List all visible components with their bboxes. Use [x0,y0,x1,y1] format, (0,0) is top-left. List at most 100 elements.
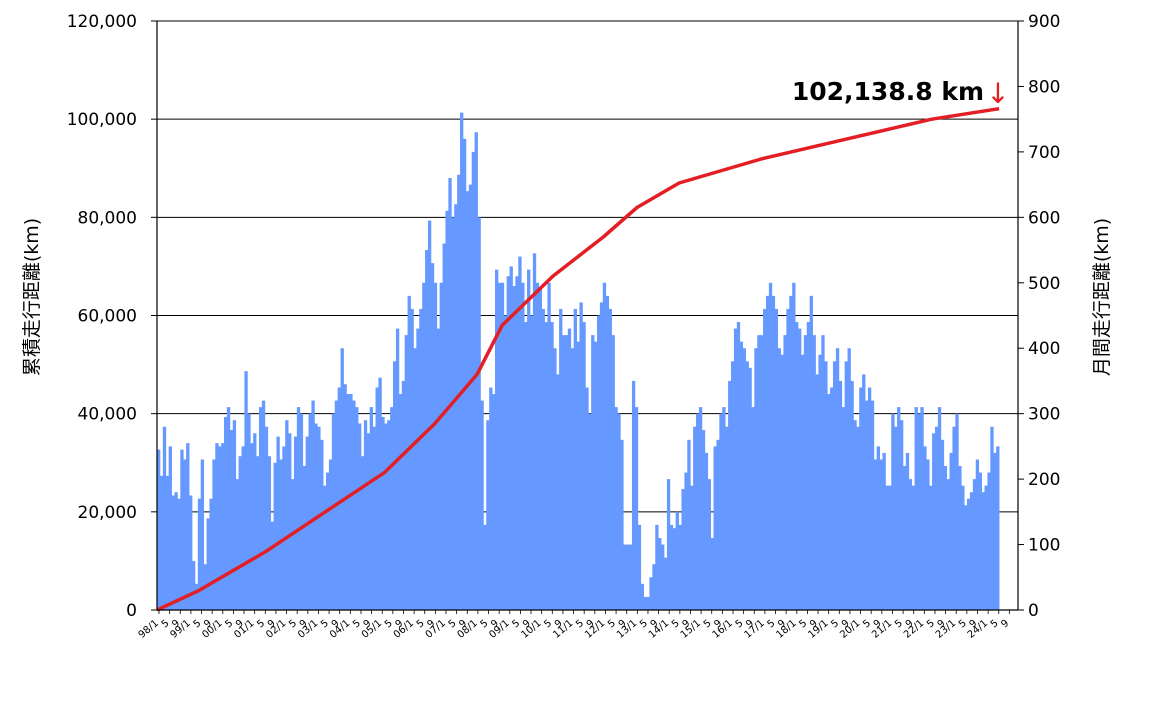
x-tick-label: 9 [202,618,214,631]
monthly-distance-bar [390,407,394,610]
monthly-distance-bar [675,511,679,610]
monthly-distance-bar [509,266,513,610]
monthly-distance-bar [701,430,706,610]
cumulative-distance-line [156,106,1000,612]
monthly-distance-bar [806,322,811,610]
monthly-distance-bar [573,308,577,610]
monthly-distance-bar [780,354,784,610]
monthly-distance-bar [296,407,301,610]
monthly-distance-bar [360,456,365,610]
x-tick-label: 9 [266,618,278,631]
monthly-distance-bar [821,335,825,610]
monthly-distance-bar [704,452,709,610]
monthly-distance-bar [768,282,773,610]
monthly-distance-bar [454,204,458,610]
monthly-distance-bar [891,413,895,610]
monthly-distance-bar [964,505,968,610]
monthly-distance-bar [795,322,799,610]
monthly-distance-bar [809,295,813,610]
monthly-distance-bar [853,420,857,610]
x-axis-tick-labels: 98/15999/15900/15901/15902/15903/15904/1… [137,610,1011,641]
monthly-distance-bar [838,380,843,610]
x-tick-label: 9 [298,618,310,631]
monthly-distance-bar [652,564,656,610]
monthly-distance-bar [570,348,575,610]
monthly-distance-bar [244,371,248,610]
monthly-distance-bar [162,426,167,610]
monthly-distance-bar [760,335,764,610]
monthly-distance-bar [241,446,245,610]
monthly-distance-bar [757,335,761,610]
y-axis-right-title: 月間走行距離(km) [1091,218,1113,376]
x-tick-label: 5 [670,618,682,631]
monthly-distance-bar [993,452,997,610]
monthly-distance-bar [722,407,726,610]
monthly-distance-bar [282,446,286,610]
monthly-distance-bar [512,286,516,610]
monthly-distance-bar [404,335,408,610]
monthly-distance-bar [990,426,994,610]
y-axis-left-title: 累積走行距離(km) [21,218,43,376]
monthly-distance-bar [661,544,665,610]
monthly-distance-bar [984,485,988,610]
monthly-distance-bar [451,217,455,611]
monthly-distance-bar [544,322,548,610]
monthly-distance-bar [538,289,543,610]
y-right-tick-label: 0 [1028,601,1039,621]
monthly-distance-bar [579,302,583,610]
monthly-distance-bar [384,423,388,610]
monthly-distance-bar [562,335,566,610]
x-tick-label: 9 [808,618,820,631]
x-tick-label: 5 [861,618,873,631]
monthly-distance-bar [707,479,712,610]
monthly-distance-bar [567,328,572,610]
monthly-distance-bar [180,449,184,610]
monthly-distance-bar [489,387,493,610]
monthly-distance-bar [232,420,237,610]
monthly-distance-bar [532,253,537,611]
monthly-distance-bar [955,413,959,610]
monthly-distance-bar [923,446,927,610]
monthly-distance-bar [803,335,808,610]
x-tick-label: 5 [383,618,395,631]
monthly-distance-bar [824,361,828,610]
monthly-distance-bar [751,407,755,610]
monthly-distance-bar [349,394,353,610]
monthly-distance-bar [978,472,982,610]
x-tick-label: 9 [904,618,916,631]
monthly-distance-bar [194,583,199,610]
monthly-distance-bar [369,407,374,610]
monthly-distance-bar [413,348,417,610]
monthly-distance-bar [914,407,918,610]
monthly-distance-bar [742,348,746,610]
monthly-distance-bar [640,583,644,610]
monthly-distance-bar [171,495,175,610]
monthly-distance-bar [474,132,478,610]
monthly-distance-bar [666,479,671,610]
monthly-distance-bar [366,433,371,610]
x-tick-label: 9 [234,618,246,631]
monthly-distance-bar [468,184,473,610]
monthly-distance-bar [728,380,732,610]
monthly-distance-bar [410,308,414,610]
monthly-distance-bar [637,524,642,610]
monthly-distance-bar [996,446,1000,610]
monthly-distance-bar [308,413,312,610]
monthly-distance-bars [157,112,1000,611]
monthly-distance-bar [888,485,892,610]
monthly-distance-bar [165,475,170,610]
x-tick-label: 9 [936,618,948,631]
monthly-distance-bar [564,335,569,610]
monthly-distance-bar [276,436,280,610]
x-tick-label: 5 [255,618,267,631]
monthly-distance-bar [908,479,913,610]
y-left-tick-label: 100,000 [67,110,137,130]
monthly-distance-bar [669,524,674,610]
monthly-distance-bar [745,361,749,610]
x-tick-label: 9 [425,618,437,631]
monthly-distance-bar [608,308,612,610]
monthly-distance-bar [177,498,181,610]
monthly-distance-bar [439,282,443,610]
monthly-distance-bar [719,413,723,610]
monthly-distance-bar [658,538,662,610]
